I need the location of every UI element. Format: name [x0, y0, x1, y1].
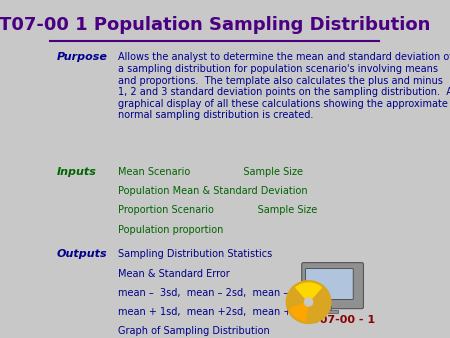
- Wedge shape: [290, 302, 309, 321]
- Text: Mean & Standard Error: Mean & Standard Error: [118, 269, 230, 279]
- Text: mean + 1sd,  mean +2sd,  mean + 3sd: mean + 1sd, mean +2sd, mean + 3sd: [118, 307, 312, 317]
- Text: mean –  3sd,  mean – 2sd,  mean – 1sd,: mean – 3sd, mean – 2sd, mean – 1sd,: [118, 288, 312, 297]
- FancyBboxPatch shape: [306, 269, 353, 299]
- Text: T07-00 1 Population Sampling Distribution: T07-00 1 Population Sampling Distributio…: [0, 16, 430, 34]
- Text: T07-00 - 1: T07-00 - 1: [312, 315, 375, 325]
- Wedge shape: [296, 283, 321, 302]
- Text: Sampling Distribution Statistics: Sampling Distribution Statistics: [118, 249, 272, 260]
- Text: Population proportion: Population proportion: [118, 224, 224, 235]
- Text: Proportion Scenario              Sample Size: Proportion Scenario Sample Size: [118, 206, 317, 215]
- Text: Outputs: Outputs: [56, 249, 107, 260]
- Circle shape: [305, 298, 313, 306]
- Text: Graph of Sampling Distribution: Graph of Sampling Distribution: [118, 326, 270, 336]
- Text: Purpose: Purpose: [56, 52, 107, 62]
- Text: Population Mean & Standard Deviation: Population Mean & Standard Deviation: [118, 186, 308, 196]
- FancyBboxPatch shape: [302, 263, 364, 309]
- Bar: [322, 306, 331, 311]
- Text: Allows the analyst to determine the mean and standard deviation of
a sampling di: Allows the analyst to determine the mean…: [118, 52, 450, 120]
- Circle shape: [286, 281, 331, 323]
- Bar: [315, 310, 338, 313]
- Text: Mean Scenario                 Sample Size: Mean Scenario Sample Size: [118, 167, 303, 177]
- Text: Inputs: Inputs: [56, 167, 96, 177]
